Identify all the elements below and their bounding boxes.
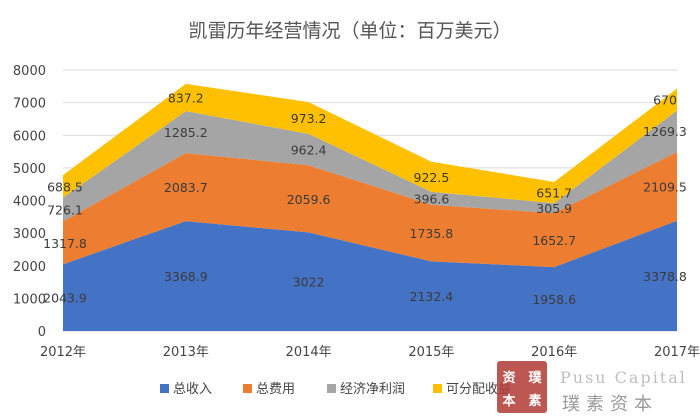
legend-label: 总收入 (173, 382, 212, 397)
data-label: 2059.6 (287, 192, 331, 207)
area-经济净利润 (63, 110, 677, 222)
y-tick-label: 7000 (13, 97, 46, 112)
legend-swatch (243, 384, 252, 393)
y-tick-label: 1000 (13, 292, 46, 307)
y-tick-label: 3000 (13, 227, 46, 242)
legend-swatch (433, 384, 442, 393)
area-可分配收益 (63, 83, 677, 204)
area-series (63, 83, 677, 331)
y-tick-label: 6000 (13, 129, 46, 144)
seal-char: 资 (502, 370, 515, 386)
data-label: 2083.7 (164, 180, 208, 195)
data-label: 973.2 (291, 111, 327, 126)
data-label: 2132.4 (410, 289, 454, 304)
data-label: 2043.9 (43, 291, 87, 306)
data-label: 922.5 (414, 170, 450, 185)
data-label: 688.5 (47, 179, 83, 194)
area-总收入 (63, 220, 677, 331)
seal-char: 本 (502, 393, 515, 409)
y-tick-label: 4000 (13, 195, 46, 210)
x-tick-label: 2013年 (163, 345, 209, 360)
data-label: 396.6 (414, 191, 450, 206)
data-label: 670 (653, 93, 677, 108)
y-tick-label: 2000 (13, 260, 46, 275)
x-axis: 2012年 2013年 2014年 2015年 2016年 2017年 (40, 345, 700, 360)
x-tick-label: 2015年 (408, 345, 454, 360)
x-tick-label: 2014年 (286, 345, 332, 360)
chart-title: 凯雷历年经营情况（单位：百万美元） (188, 20, 511, 42)
x-tick-label: 2016年 (531, 345, 577, 360)
y-tick-label: 5000 (13, 162, 46, 177)
y-tick-label: 0 (38, 325, 46, 340)
legend-label: 可分配收益 (446, 382, 511, 397)
legend-label: 经济净利润 (340, 382, 405, 397)
data-label: 305.9 (536, 201, 572, 216)
data-label: 3368.9 (164, 269, 208, 284)
seal-char: 璞 (528, 370, 542, 386)
data-labels: 2043.9 3368.9 3022 2132.4 1958.6 3378.8 1317.8… (43, 91, 687, 308)
data-label: 3022 (293, 275, 325, 290)
data-label: 1285.2 (164, 125, 208, 140)
watermark-seal: 资 璞 本 素 (497, 361, 547, 413)
data-label: 1652.7 (532, 233, 576, 248)
x-tick-label: 2012年 (40, 345, 86, 360)
data-label: 651.7 (536, 186, 572, 201)
data-label: 1269.3 (643, 124, 687, 139)
data-label: 3378.8 (643, 269, 687, 284)
seal-char: 素 (528, 393, 541, 409)
data-label: 837.2 (168, 91, 204, 106)
data-label: 1958.6 (532, 292, 576, 307)
legend-label: 总费用 (256, 382, 295, 397)
legend: 总收入 总费用 经济净利润 可分配收益 (160, 382, 511, 397)
watermark-cjk: 璞素资本 (562, 394, 658, 415)
y-tick-label: 8000 (13, 64, 46, 79)
watermark: 资 璞 本 素 Pusu Capital 璞素资本 (497, 361, 687, 415)
y-axis: 0 1000 2000 3000 4000 5000 6000 7000 8000 (13, 64, 46, 340)
watermark-latin: Pusu Capital (560, 368, 687, 387)
legend-swatch (327, 384, 336, 393)
data-label: 2109.5 (643, 179, 687, 194)
data-label: 1317.8 (43, 236, 87, 251)
legend-swatch (160, 384, 169, 393)
x-tick-label: 2017年 (654, 345, 700, 360)
data-label: 962.4 (291, 143, 327, 158)
data-label: 726.1 (47, 202, 83, 217)
data-label: 1735.8 (410, 226, 454, 241)
area-总费用 (63, 151, 677, 268)
